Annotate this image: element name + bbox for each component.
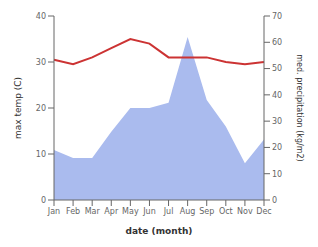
svg-text:10: 10 (272, 170, 282, 179)
svg-text:20: 20 (36, 104, 46, 113)
svg-text:date (month): date (month) (126, 226, 193, 236)
svg-text:0: 0 (41, 196, 46, 205)
svg-text:Apr: Apr (104, 207, 119, 216)
svg-text:20: 20 (272, 143, 282, 152)
svg-text:70: 70 (272, 12, 282, 21)
svg-text:40: 40 (272, 91, 282, 100)
svg-text:Jan: Jan (47, 207, 60, 216)
svg-text:Jun: Jun (142, 207, 156, 216)
svg-text:Sep: Sep (199, 207, 214, 216)
svg-text:Oct: Oct (219, 207, 233, 216)
svg-text:60: 60 (272, 38, 282, 47)
svg-text:Nov: Nov (237, 207, 253, 216)
svg-text:30: 30 (272, 117, 282, 126)
svg-text:Feb: Feb (66, 207, 80, 216)
svg-text:max temp (C): max temp (C) (13, 77, 23, 139)
svg-text:10: 10 (36, 150, 46, 159)
svg-text:Jul: Jul (163, 207, 174, 216)
svg-text:Mar: Mar (85, 207, 101, 216)
svg-text:Dec: Dec (256, 207, 271, 216)
svg-text:May: May (122, 207, 139, 216)
svg-text:med. precipitation (kg/m2): med. precipitation (kg/m2) (295, 54, 304, 161)
svg-text:Aug: Aug (180, 207, 196, 216)
svg-text:30: 30 (36, 58, 46, 67)
svg-text:0: 0 (272, 196, 277, 205)
svg-text:50: 50 (272, 64, 282, 73)
svg-text:40: 40 (36, 12, 46, 21)
